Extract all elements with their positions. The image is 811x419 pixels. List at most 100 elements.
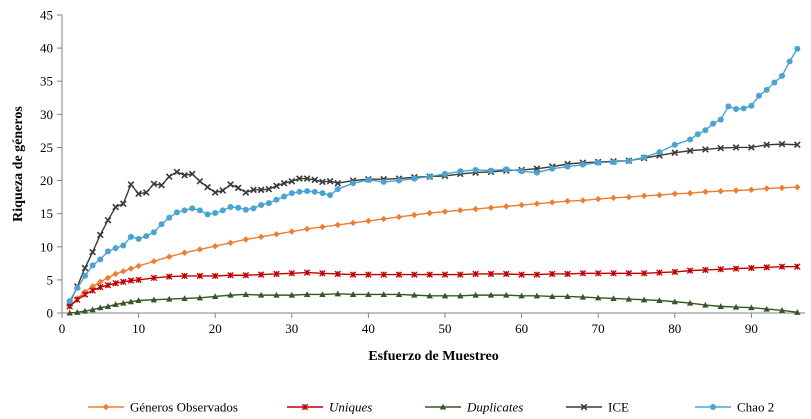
data-point xyxy=(548,270,556,278)
data-point xyxy=(257,271,265,278)
data-point xyxy=(196,177,204,185)
x-tick-label: 30 xyxy=(285,321,298,336)
data-point xyxy=(748,144,755,151)
data-point xyxy=(472,166,479,173)
data-point xyxy=(778,263,786,270)
data-point xyxy=(441,292,449,299)
data-point xyxy=(686,147,694,155)
data-point xyxy=(794,263,801,270)
data-point xyxy=(288,270,296,277)
series-duplicates xyxy=(66,290,801,316)
data-point xyxy=(426,209,433,217)
data-point xyxy=(380,178,387,185)
data-point xyxy=(594,195,602,203)
data-point xyxy=(457,207,464,214)
y-tick-label: 15 xyxy=(40,206,53,221)
data-point xyxy=(702,127,709,134)
legend-marker xyxy=(439,403,447,410)
data-point xyxy=(686,267,694,274)
data-point xyxy=(81,307,89,314)
data-point xyxy=(273,196,280,203)
legend-item: ICE xyxy=(566,400,629,415)
data-point xyxy=(656,191,663,199)
data-point xyxy=(763,86,770,93)
data-point xyxy=(702,188,709,196)
data-point xyxy=(334,186,341,193)
data-point xyxy=(319,178,326,186)
data-point xyxy=(733,106,740,113)
data-point xyxy=(349,271,357,278)
x-tick-label: 10 xyxy=(132,321,145,336)
data-point xyxy=(150,296,158,303)
data-point xyxy=(81,264,89,272)
data-point xyxy=(280,179,288,187)
data-point xyxy=(740,105,747,112)
data-point xyxy=(794,45,801,52)
series-line xyxy=(69,186,798,307)
data-point xyxy=(273,230,280,238)
data-point xyxy=(143,233,150,240)
data-point xyxy=(441,170,448,177)
data-point xyxy=(188,170,196,178)
data-point xyxy=(319,291,326,298)
data-point xyxy=(166,295,173,302)
x-tick-label: 40 xyxy=(362,321,375,336)
data-point xyxy=(579,197,587,204)
data-point xyxy=(296,175,303,182)
y-axis-title: Riqueza de géneros xyxy=(11,106,26,222)
data-point xyxy=(311,188,318,195)
data-point xyxy=(487,204,495,211)
data-point xyxy=(564,197,571,205)
data-point xyxy=(165,173,173,180)
data-point xyxy=(204,211,211,218)
data-point xyxy=(135,190,142,198)
data-point xyxy=(89,262,96,269)
series-ice xyxy=(66,140,801,307)
series-layer xyxy=(66,45,801,316)
data-point xyxy=(503,166,510,173)
data-point xyxy=(135,235,142,242)
data-point xyxy=(640,192,648,199)
y-tick-label: 10 xyxy=(40,239,53,254)
data-point xyxy=(273,291,280,298)
data-point xyxy=(189,205,196,212)
data-point xyxy=(610,270,617,277)
data-point xyxy=(671,298,678,305)
data-point xyxy=(533,200,541,207)
legend-item: Uniques xyxy=(287,400,372,415)
data-point xyxy=(687,136,694,143)
data-point xyxy=(97,256,104,263)
data-point xyxy=(395,213,403,221)
data-point xyxy=(112,279,119,287)
data-point xyxy=(242,271,250,279)
data-point xyxy=(211,293,219,300)
data-point xyxy=(89,306,96,313)
data-point xyxy=(349,291,357,298)
data-point xyxy=(196,272,204,280)
data-point xyxy=(778,140,786,148)
data-point xyxy=(503,291,510,298)
data-point xyxy=(396,177,403,184)
data-point xyxy=(779,72,786,79)
data-point xyxy=(549,293,556,300)
data-point xyxy=(334,270,342,278)
data-point xyxy=(656,269,663,276)
data-point xyxy=(181,171,188,179)
data-point xyxy=(273,270,280,278)
data-point xyxy=(173,168,181,176)
data-point xyxy=(549,199,556,206)
data-point xyxy=(119,200,127,208)
data-point xyxy=(104,248,111,255)
data-point xyxy=(127,265,135,272)
data-point xyxy=(763,185,770,192)
data-point xyxy=(127,181,135,188)
data-point xyxy=(257,291,265,298)
data-point xyxy=(227,291,234,298)
y-tick-label: 0 xyxy=(47,306,54,321)
data-point xyxy=(120,268,127,275)
data-point xyxy=(334,179,342,187)
data-point xyxy=(319,270,326,277)
x-axis-title: Esfuerzo de Muestreo xyxy=(368,349,498,364)
